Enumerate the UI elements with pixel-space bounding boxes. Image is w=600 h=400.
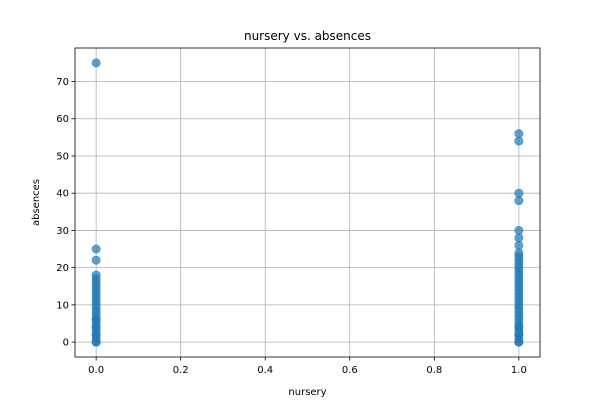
scatter-point — [91, 330, 101, 340]
y-tick-label: 40 — [56, 189, 69, 200]
scatter-point — [514, 233, 524, 243]
scatter-point — [91, 244, 101, 254]
scatter-point — [91, 255, 101, 265]
scatter-point — [514, 240, 524, 250]
x-tick-label: 0.2 — [173, 365, 189, 376]
x-tick-label: 0.0 — [88, 365, 104, 376]
scatter-point — [514, 337, 524, 347]
y-tick-label: 10 — [56, 300, 69, 311]
scatter-point — [91, 337, 101, 347]
y-tick-label: 20 — [56, 263, 69, 274]
y-axis-ticks: 0 10 20 30 40 50 60 70 — [56, 77, 75, 349]
scatter-point — [514, 248, 524, 258]
scatter-point — [91, 322, 101, 332]
chart-title: nursery vs. absences — [244, 29, 371, 43]
scatter-point — [514, 330, 524, 340]
scatter-point — [91, 315, 101, 325]
x-tick-label: 0.4 — [257, 365, 273, 376]
x-axis-label: nursery — [288, 387, 326, 398]
scatter-point — [514, 196, 524, 206]
y-tick-label: 50 — [56, 151, 69, 162]
scatter-point — [91, 58, 101, 68]
data-points — [91, 58, 524, 347]
scatter-point — [91, 270, 101, 280]
scatter-point — [514, 188, 524, 198]
scatter-point — [514, 225, 524, 235]
scatter-point — [514, 129, 524, 139]
x-axis-ticks: 0.0 0.2 0.4 0.6 0.8 1.0 — [88, 357, 527, 376]
scatter-point — [514, 136, 524, 146]
grid-lines — [75, 48, 540, 357]
y-tick-label: 30 — [56, 226, 69, 237]
x-tick-label: 0.8 — [426, 365, 442, 376]
plot-frame — [74, 47, 541, 358]
x-tick-label: 0.6 — [342, 365, 358, 376]
y-tick-label: 70 — [56, 77, 69, 88]
x-tick-label: 1.0 — [511, 365, 527, 376]
y-tick-label: 60 — [56, 114, 69, 125]
scatter-point — [514, 322, 524, 332]
y-axis-label: absences — [31, 179, 42, 226]
y-tick-label: 0 — [63, 338, 69, 349]
